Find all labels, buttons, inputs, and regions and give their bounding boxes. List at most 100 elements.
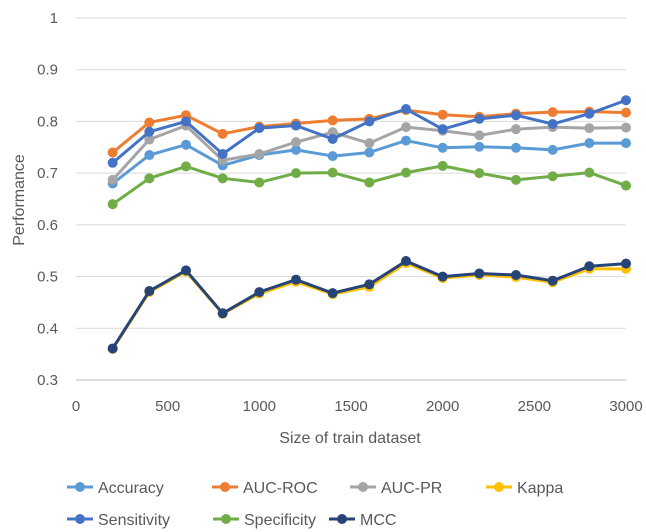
x-tick-label: 3000: [609, 398, 642, 415]
data-point: [547, 107, 558, 118]
y-tick-label: 0.6: [37, 217, 58, 234]
legend-marker: [220, 482, 230, 492]
data-point: [474, 141, 485, 152]
data-point: [107, 343, 118, 354]
data-point: [327, 151, 338, 162]
data-point: [107, 174, 118, 185]
data-point: [364, 147, 375, 158]
legend-item-kappa[interactable]: Kappa: [486, 480, 563, 497]
data-point: [584, 108, 595, 119]
data-point: [437, 271, 448, 282]
series-sensitivity: [107, 95, 631, 168]
data-point: [437, 160, 448, 171]
series-line: [111, 259, 627, 350]
data-point: [401, 135, 411, 146]
data-point: [144, 134, 155, 145]
data-point: [547, 171, 558, 182]
data-point: [217, 128, 228, 139]
data-point: [511, 270, 521, 281]
data-point: [474, 130, 485, 141]
data-point: [584, 261, 595, 272]
x-tick-label: 2500: [518, 398, 551, 415]
legend-label: Specificity: [244, 512, 316, 529]
data-point: [621, 258, 631, 269]
legend-marker: [75, 514, 85, 524]
data-point: [364, 279, 375, 290]
x-tick-label: 1500: [334, 398, 367, 415]
x-axis-label: Size of train dataset: [279, 430, 421, 447]
legend-label: MCC: [360, 512, 396, 529]
data-point: [217, 173, 228, 184]
y-tick-label: 1: [50, 10, 58, 27]
legend-item-specificity[interactable]: Specificity: [213, 512, 316, 529]
data-point: [401, 122, 411, 133]
data-point: [327, 288, 338, 299]
data-point: [144, 126, 155, 137]
legend-label: Sensitivity: [98, 512, 170, 529]
data-point: [437, 124, 448, 135]
data-point: [144, 173, 155, 184]
data-point: [254, 177, 265, 188]
data-point: [621, 122, 631, 133]
data-point: [181, 116, 191, 127]
legend[interactable]: Accuracy AUC-ROC AUC-PR Kappa Sensitivity Spe…: [67, 480, 563, 529]
y-tick-label: 0.9: [37, 62, 58, 79]
data-point: [547, 119, 558, 130]
x-tick-label: 0: [72, 398, 80, 415]
data-point: [327, 167, 338, 178]
data-point: [107, 147, 118, 158]
data-point: [547, 144, 558, 155]
data-point: [401, 104, 411, 115]
legend-item-auc-pr[interactable]: AUC-PR: [350, 480, 442, 497]
data-point: [107, 157, 118, 168]
series-lines: [107, 95, 631, 354]
data-point: [291, 137, 301, 148]
data-point: [291, 274, 301, 285]
y-tick-label: 0.8: [37, 113, 58, 130]
y-tick-label: 0.7: [37, 165, 58, 182]
legend-marker: [337, 514, 347, 524]
data-point: [511, 110, 521, 121]
data-point: [474, 168, 485, 179]
legend-label: Kappa: [517, 480, 563, 497]
legend-item-mcc[interactable]: MCC: [329, 512, 396, 529]
y-tick-label: 0.3: [37, 372, 58, 389]
tick-labels: 0.3 0.4 0.5 0.6 0.7 0.8 0.9 1 0 500 1000 1500 2000 25…: [37, 10, 643, 415]
data-point: [217, 308, 228, 319]
data-point: [437, 109, 448, 120]
data-point: [584, 123, 595, 134]
data-point: [327, 115, 338, 126]
legend-marker: [494, 482, 504, 492]
series-specificity: [107, 160, 631, 210]
data-point: [621, 138, 631, 149]
legend-label: AUC-PR: [381, 480, 442, 497]
legend-marker: [75, 482, 85, 492]
data-point: [144, 150, 155, 161]
data-point: [547, 275, 558, 286]
data-point: [291, 144, 301, 155]
data-point: [621, 107, 631, 118]
legend-item-accuracy[interactable]: Accuracy: [67, 480, 164, 497]
legend-label: AUC-ROC: [243, 480, 318, 497]
data-point: [621, 180, 631, 191]
y-tick-label: 0.5: [37, 269, 58, 286]
data-point: [144, 117, 155, 128]
legend-item-sensitivity[interactable]: Sensitivity: [67, 512, 170, 529]
data-point: [511, 174, 521, 185]
legend-label: Accuracy: [98, 480, 164, 497]
data-point: [254, 123, 265, 134]
data-point: [474, 268, 485, 279]
data-point: [327, 134, 338, 145]
data-point: [511, 142, 521, 153]
data-point: [437, 142, 448, 153]
data-point: [511, 124, 521, 135]
data-point: [621, 95, 631, 106]
legend-marker: [358, 482, 368, 492]
data-point: [364, 177, 375, 188]
data-point: [364, 116, 375, 127]
data-point: [254, 149, 265, 160]
legend-item-auc-roc[interactable]: AUC-ROC: [212, 480, 318, 497]
x-tick-label: 2000: [426, 398, 459, 415]
data-point: [217, 149, 228, 160]
